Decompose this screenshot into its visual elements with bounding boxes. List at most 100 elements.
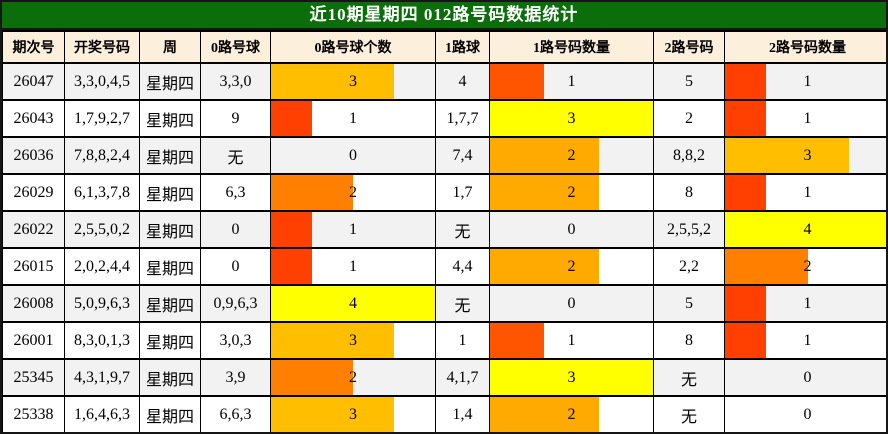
road1-count-value: 3 — [567, 110, 576, 127]
road1-balls-cell: 4,1,7 — [435, 358, 490, 397]
period-cell: 26036 — [2, 136, 65, 175]
road2-balls-cell: 5 — [653, 62, 725, 101]
road2-count-value: 0 — [803, 406, 812, 423]
road2-count-cellbox: 3 — [725, 139, 887, 172]
road2-count-cell: 1 — [724, 62, 887, 101]
road1-count-cellbox: 1 — [490, 65, 653, 98]
road2-count-cell: 4 — [724, 210, 886, 249]
road0-count-value: 0 — [349, 147, 357, 164]
road1-count-cellbox: 1 — [490, 324, 653, 357]
period-cell: 26029 — [2, 173, 65, 212]
road0-balls-cell: 无 — [200, 136, 271, 175]
period-cell: 26047 — [2, 62, 65, 101]
road0-balls-cell: 0,9,6,3 — [200, 284, 271, 323]
road0-count-cellbox: 3 — [271, 65, 435, 98]
road1-count-value: 0 — [567, 295, 576, 312]
road1-count-cell: 2 — [489, 136, 654, 175]
col-header-road2-balls: 2路号码 — [653, 30, 725, 64]
road0-count-cellbox: 2 — [271, 176, 435, 209]
road1-balls-cell: 7,4 — [435, 136, 490, 175]
road1-count-cell: 2 — [489, 173, 654, 212]
weekday-cell: 星期四 — [139, 247, 201, 286]
road2-count-cell: 1 — [724, 321, 887, 360]
road2-count-value: 0 — [803, 369, 812, 386]
road2-count-cellbox: 0 — [726, 398, 887, 431]
road2-count-cell: 3 — [724, 136, 887, 175]
road1-count-cell: 3 — [489, 358, 654, 397]
road0-count-bar — [271, 324, 394, 357]
road0-count-cell: 2 — [270, 173, 436, 212]
road0-count-cellbox: 3 — [271, 398, 435, 431]
road1-count-cellbox: 0 — [491, 287, 653, 320]
road0-count-bar — [271, 287, 435, 320]
road2-balls-cell: 5 — [653, 284, 725, 323]
table-row: 25338 1,6,4,6,3 星期四 6,6,3 3 1,4 2 无 — [2, 395, 887, 432]
road0-balls-cell: 3,9 — [200, 358, 271, 397]
road0-count-cell: 1 — [270, 247, 436, 286]
road1-balls-cell: 1,4 — [435, 395, 490, 432]
period-cell: 26015 — [2, 247, 65, 286]
road0-count-cellbox: 2 — [271, 361, 435, 394]
weekday-cell: 星期四 — [139, 358, 201, 397]
road2-count-cell: 1 — [724, 284, 886, 323]
road1-balls-cell: 1,7,7 — [435, 99, 490, 138]
road2-count-cellbox: 1 — [725, 324, 887, 357]
road1-count-cell: 0 — [489, 284, 654, 323]
draw-numbers-cell: 2,5,5,0,2 — [64, 210, 140, 249]
table-body: 26047 3,3,0,4,5 星期四 3,3,0 3 4 1 5 — [2, 62, 887, 432]
road1-count-bar — [490, 398, 599, 431]
road1-count-cellbox: 0 — [491, 213, 653, 246]
col-header-road1-balls: 1路球 — [435, 30, 490, 64]
road1-count-bar — [490, 176, 599, 209]
road1-count-value: 2 — [567, 147, 576, 164]
road2-balls-cell: 8,8,2 — [653, 136, 725, 175]
weekday-cell: 星期四 — [139, 62, 201, 101]
road2-count-value: 1 — [803, 184, 812, 201]
table-row: 26001 8,3,0,1,3 星期四 3,0,3 3 1 1 8 — [2, 321, 887, 360]
road0-count-bar — [271, 361, 353, 394]
road2-count-value: 2 — [803, 258, 812, 275]
col-header-road2-count: 2路号码数量 — [724, 30, 886, 64]
page-title: 近10期星期四 012路号码数据统计 — [2, 2, 886, 30]
table-row: 26029 6,1,3,7,8 星期四 6,3 2 1,7 2 8 — [2, 173, 886, 212]
draw-numbers-cell: 6,1,3,7,8 — [64, 173, 140, 212]
road2-count-bar — [725, 176, 767, 209]
road0-count-cellbox: 1 — [271, 213, 435, 246]
road1-count-cellbox: 3 — [490, 361, 653, 394]
road2-count-value: 1 — [803, 295, 812, 312]
road2-count-bar — [725, 324, 767, 357]
road1-count-bar — [490, 65, 545, 98]
stats-table: 期次号 开奖号码 周 0路号球 0路号球个数 1路球 1路号码数量 2路号码 2… — [2, 30, 887, 432]
road2-count-cell: 0 — [724, 358, 886, 397]
road1-balls-cell: 无 — [435, 210, 490, 249]
draw-numbers-cell: 2,0,2,4,4 — [64, 247, 140, 286]
road1-count-bar — [490, 139, 599, 172]
road2-count-value: 4 — [803, 221, 812, 238]
road0-count-bar — [271, 102, 312, 135]
road2-balls-cell: 2,5,5,2 — [653, 210, 725, 249]
road2-count-bar — [725, 250, 808, 283]
col-header-draw-numbers: 开奖号码 — [64, 30, 140, 64]
road1-balls-cell: 4 — [435, 62, 490, 101]
road0-count-cellbox: 0 — [272, 139, 435, 172]
road0-count-value: 4 — [349, 295, 357, 312]
road0-count-value: 3 — [349, 406, 357, 423]
road0-balls-cell: 0 — [200, 210, 271, 249]
col-header-road0-count: 0路号球个数 — [270, 30, 436, 64]
road0-count-cell: 2 — [270, 358, 436, 397]
header-row: 期次号 开奖号码 周 0路号球 0路号球个数 1路球 1路号码数量 2路号码 2… — [2, 30, 886, 64]
road2-count-cellbox: 1 — [725, 65, 887, 98]
table-row: 26043 1,7,9,2,7 星期四 9 1 1,7,7 3 2 — [2, 99, 886, 138]
road2-count-bar — [725, 65, 767, 98]
draw-numbers-cell: 7,8,8,2,4 — [64, 136, 140, 175]
table-header: 期次号 开奖号码 周 0路号球 0路号球个数 1路球 1路号码数量 2路号码 2… — [2, 30, 886, 64]
road1-count-value: 3 — [567, 369, 576, 386]
period-cell: 26022 — [2, 210, 65, 249]
weekday-cell: 星期四 — [139, 395, 201, 432]
road1-count-value: 2 — [567, 258, 576, 275]
road1-count-cellbox: 2 — [490, 176, 653, 209]
road2-count-cell: 1 — [724, 99, 886, 138]
road0-balls-cell: 6,3 — [200, 173, 271, 212]
period-cell: 25338 — [2, 395, 65, 432]
weekday-cell: 星期四 — [139, 210, 201, 249]
